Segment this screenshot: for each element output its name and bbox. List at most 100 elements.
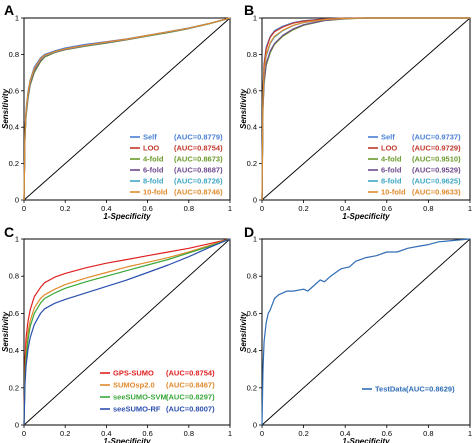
legend-series-name: 10-fold — [381, 188, 406, 197]
legend-auc-value: (AUC=0.9625) — [412, 177, 461, 186]
y-tick-label: 0.6 — [9, 309, 19, 318]
legend-series-name: seeSUMO-RF — [113, 405, 161, 414]
x-tick-label: 0 — [22, 204, 26, 213]
x-tick-label: 0.8 — [184, 429, 194, 438]
legend-series-name: 10-fold — [143, 188, 168, 197]
legend-series-name: TestData — [375, 385, 407, 394]
y-tick-label: 0.2 — [9, 159, 19, 168]
legend-auc-value: (AUC=0.8629) — [406, 385, 455, 394]
series-line-sumosp2-0 — [23, 238, 231, 426]
legend-auc-value: (AUC=0.8779) — [174, 133, 223, 142]
x-tick-label: 0 — [22, 429, 26, 438]
y-axis-title: Sensitivity — [239, 311, 248, 352]
x-axis-title: 1-Specificity — [103, 437, 151, 443]
x-axis-title: 1-Specificity — [342, 212, 390, 221]
legend-auc-value: (AUC=0.8746) — [174, 188, 223, 197]
series-line-gps-sumo — [23, 238, 231, 426]
y-tick-label: 0.2 — [247, 159, 257, 168]
x-axis-title: 1-Specificity — [103, 212, 151, 221]
x-tick-label: 1 — [468, 429, 472, 438]
legend-series-name: SUMOsp2.0 — [113, 381, 155, 390]
legend-series-name: 6-fold — [143, 166, 164, 175]
x-tick-label: 0.6 — [142, 204, 152, 213]
x-tick-label: 0.4 — [340, 429, 350, 438]
legend-auc-value: (AUC=0.9737) — [412, 133, 461, 142]
y-tick-label: 0.6 — [247, 86, 257, 95]
y-tick-label: 0.4 — [9, 346, 19, 355]
legend-auc-value: (AUC=0.8467) — [166, 381, 215, 390]
y-tick-label: 0 — [253, 196, 257, 205]
y-tick-label: 1 — [15, 235, 19, 244]
series-line-testdata — [261, 238, 471, 426]
x-tick-label: 0.6 — [142, 429, 152, 438]
y-tick-label: 0 — [15, 421, 19, 430]
y-axis-title: Sensitivity — [1, 311, 10, 352]
y-tick-label: 1 — [253, 235, 257, 244]
x-tick-label: 0.8 — [423, 204, 433, 213]
legend-auc-value: (AUC=0.9633) — [412, 188, 461, 197]
legend-series-name: 4-fold — [381, 155, 402, 164]
y-axis-title: Sensitivity — [1, 88, 10, 129]
y-tick-label: 0 — [253, 421, 257, 430]
legend-auc-value: (AUC=0.8687) — [174, 166, 223, 175]
panel-letter: C — [4, 224, 14, 240]
x-tick-label: 0.2 — [60, 429, 70, 438]
panel-letter: A — [4, 2, 14, 18]
series-line-10-fold — [23, 17, 231, 201]
legend-series-name: 8-fold — [381, 177, 402, 186]
legend-series-name: Self — [381, 133, 395, 142]
diagonal-reference-line — [23, 17, 231, 201]
x-tick-label: 0.8 — [184, 204, 194, 213]
y-tick-label: 0.2 — [247, 383, 257, 392]
x-tick-label: 0.6 — [382, 429, 392, 438]
x-tick-label: 0 — [260, 204, 264, 213]
y-tick-label: 1 — [253, 14, 257, 23]
y-tick-label: 0.8 — [9, 50, 19, 59]
y-tick-label: 1 — [15, 14, 19, 23]
x-tick-label: 0.2 — [298, 429, 308, 438]
legend-auc-value: (AUC=0.8754) — [174, 144, 223, 153]
series-line-seesumo-rf — [23, 238, 231, 426]
y-tick-label: 0.6 — [9, 86, 19, 95]
diagonal-reference-line — [261, 238, 471, 426]
x-tick-label: 0.4 — [101, 204, 111, 213]
legend-series-name: 6-fold — [381, 166, 402, 175]
x-tick-label: 0.4 — [101, 429, 111, 438]
diagonal-reference-line — [23, 238, 231, 426]
panel-letter: D — [244, 224, 254, 240]
legend-auc-value: (AUC=0.9729) — [412, 144, 461, 153]
x-axis-title: 1-Specificity — [342, 437, 390, 443]
panel-b: B 0 0.2 0.4 0.6 0.8 1 0 0.2 0.4 0.6 0.8 1 1-Specifici… — [239, 2, 472, 221]
x-tick-label: 0 — [260, 429, 264, 438]
panel-a: A 0 0.2 0.4 0.6 0.8 1 0 0.2 0.4 0.6 0.8 1 1-Specifici… — [1, 2, 232, 221]
diagonal-reference-line — [261, 17, 471, 201]
y-tick-label: 0.6 — [247, 309, 257, 318]
legend-series-name: 4-fold — [143, 155, 164, 164]
legend-auc-value: (AUC=0.8673) — [174, 155, 223, 164]
legend-auc-value: (AUC=0.9510) — [412, 155, 461, 164]
y-tick-label: 0.2 — [9, 383, 19, 392]
panel-c: C 0 0.2 0.4 0.6 0.8 1 0 0.2 0.4 0.6 0.8 1 1-Specifici… — [1, 224, 232, 443]
legend-auc-value: (AUC=0.9529) — [412, 166, 461, 175]
y-tick-label: 0.8 — [9, 272, 19, 281]
legend-series-name: seeSUMO-SVM — [113, 393, 167, 402]
panel-letter: B — [244, 2, 254, 18]
y-tick-label: 0.4 — [9, 123, 19, 132]
x-tick-label: 1 — [228, 204, 232, 213]
x-tick-label: 0.2 — [298, 204, 308, 213]
y-tick-label: 0.4 — [247, 123, 257, 132]
y-tick-label: 0 — [15, 196, 19, 205]
x-tick-label: 0.8 — [423, 429, 433, 438]
x-tick-label: 1 — [228, 429, 232, 438]
series-line-10-fold — [261, 17, 470, 201]
x-tick-label: 0.2 — [60, 204, 70, 213]
panel-d: D 0 0.2 0.4 0.6 0.8 1 0 0.2 0.4 0.6 0.8 1 1-Specifici… — [239, 224, 472, 443]
legend-auc-value: (AUC=0.8726) — [174, 177, 223, 186]
x-tick-label: 0.6 — [382, 204, 392, 213]
legend-auc-value: (AUC=0.8754) — [166, 369, 215, 378]
y-tick-label: 0.8 — [247, 272, 257, 281]
y-tick-label: 0.8 — [247, 50, 257, 59]
legend-series-name: Self — [143, 133, 157, 142]
legend-auc-value: (AUC=0.8007) — [166, 405, 215, 414]
